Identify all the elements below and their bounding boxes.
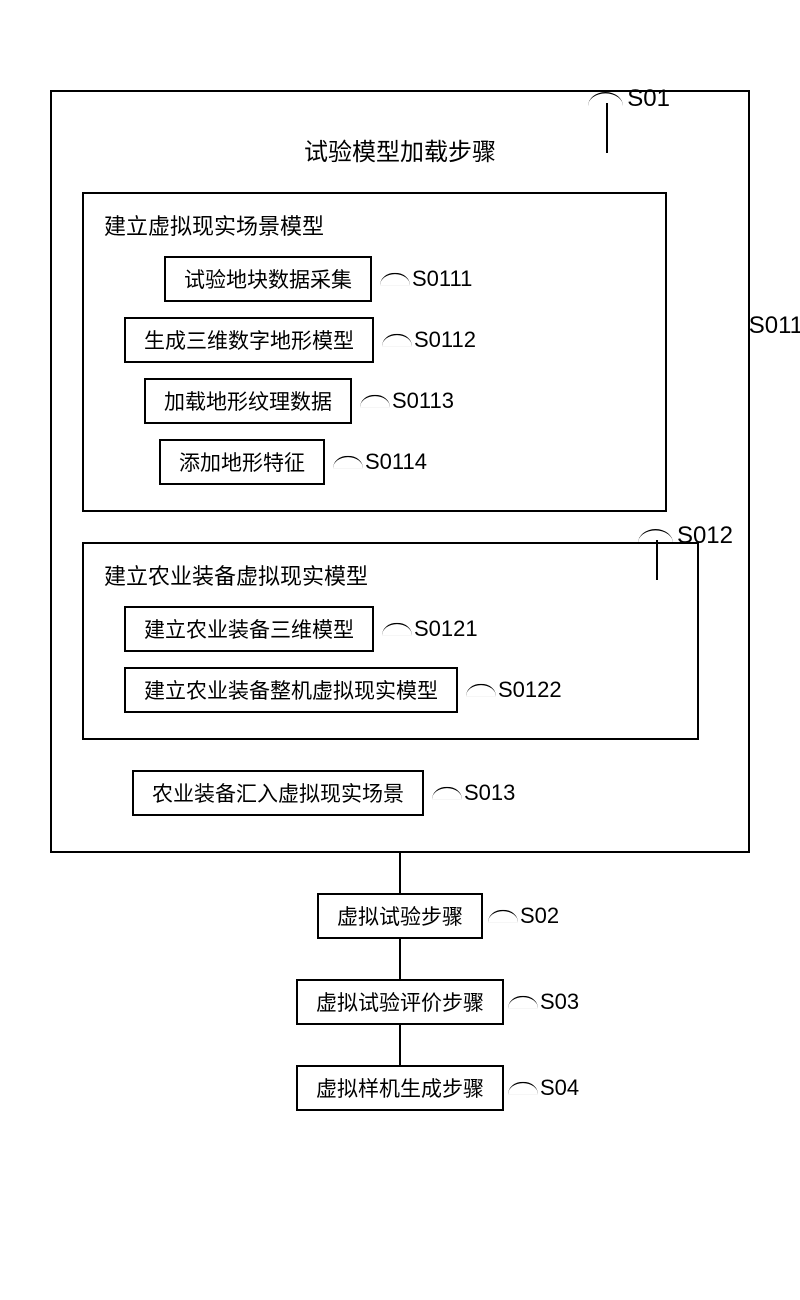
label-s0122: S0122	[498, 677, 562, 703]
step-box-s0111: 试验地块数据采集	[164, 256, 372, 302]
inner-title-s011: 建立虚拟现实场景模型	[104, 209, 645, 241]
outer-box-s01: 试验模型加载步骤 S011 建立虚拟现实场景模型 试验地块数据采集 S0111 …	[50, 90, 750, 853]
inner-box-s012: 建立农业装备虚拟现实模型 建立农业装备三维模型 S0121 建立农业装备整机虚拟…	[82, 542, 699, 740]
step-box-s03: 虚拟试验评价步骤	[296, 979, 504, 1025]
inner-title-s012: 建立农业装备虚拟现实模型	[104, 559, 677, 591]
label-s0112: S0112	[414, 327, 476, 353]
bottom-step-s04: 虚拟样机生成步骤 S04	[50, 1065, 750, 1111]
step-box-s0113: 加载地形纹理数据	[144, 378, 352, 424]
label-s04: S04	[540, 1075, 579, 1101]
step-box-s04: 虚拟样机生成步骤	[296, 1065, 504, 1111]
bottom-step-s03: 虚拟试验评价步骤 S03	[50, 979, 750, 1025]
step-row-s0121: 建立农业装备三维模型 S0121	[104, 606, 677, 652]
label-s011-text: S011	[749, 312, 800, 339]
bottom-steps: 虚拟试验步骤 S02 虚拟试验评价步骤 S03 虚拟样机生成步骤 S04	[50, 853, 750, 1111]
step-row-s0113: 加载地形纹理数据 S0113	[104, 378, 645, 424]
label-s0114: S0114	[365, 449, 427, 475]
label-s03: S03	[540, 989, 579, 1015]
step-box-s0121: 建立农业装备三维模型	[124, 606, 374, 652]
label-s0113: S0113	[392, 388, 454, 414]
label-s0121: S0121	[414, 616, 478, 642]
step-row-s0114: 添加地形特征 S0114	[104, 439, 645, 485]
step-box-s0114: 添加地形特征	[159, 439, 325, 485]
label-s013: S013	[464, 780, 515, 806]
step-row-s013: 农业装备汇入虚拟现实场景 S013	[82, 770, 718, 816]
step-row-s0122: 建立农业装备整机虚拟现实模型 S0122	[104, 667, 677, 713]
step-row-s0112: 生成三维数字地形模型 S0112	[104, 317, 645, 363]
step-box-s013: 农业装备汇入虚拟现实场景	[132, 770, 424, 816]
label-s02: S02	[520, 903, 559, 929]
inner-box-s011: 建立虚拟现实场景模型 试验地块数据采集 S0111 生成三维数字地形模型 S01…	[82, 192, 667, 512]
flowchart-diagram: S01 试验模型加载步骤 S011 建立虚拟现实场景模型 试验地块数据采集 S0…	[50, 90, 750, 1111]
connector-3	[399, 1025, 401, 1065]
label-s0111: S0111	[412, 266, 472, 292]
step-row-s0111: 试验地块数据采集 S0111	[104, 256, 645, 302]
connector-2	[399, 939, 401, 979]
outer-title: 试验模型加载步骤	[82, 122, 718, 167]
step-box-s02: 虚拟试验步骤	[317, 893, 483, 939]
step-box-s0112: 生成三维数字地形模型	[124, 317, 374, 363]
connector-1	[399, 853, 401, 893]
bottom-step-s02: 虚拟试验步骤 S02	[50, 893, 750, 939]
step-box-s0122: 建立农业装备整机虚拟现实模型	[124, 667, 458, 713]
label-s011: S011	[749, 312, 800, 340]
